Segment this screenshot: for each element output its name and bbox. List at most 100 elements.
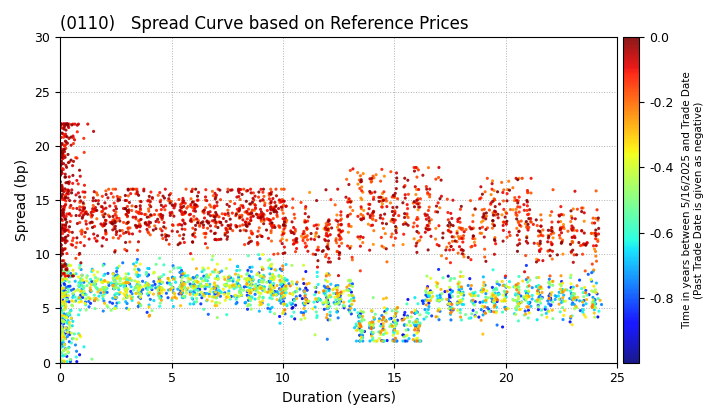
Point — [433, 306, 445, 312]
Point — [256, 273, 267, 279]
Point — [588, 242, 599, 249]
Point — [154, 277, 166, 284]
Point — [278, 289, 289, 296]
Point — [279, 186, 290, 192]
Point — [513, 286, 525, 293]
Point — [98, 289, 109, 296]
Point — [231, 299, 243, 306]
Point — [62, 267, 73, 274]
Point — [367, 210, 379, 216]
Point — [566, 249, 577, 256]
Point — [279, 275, 291, 282]
Point — [475, 306, 487, 313]
Point — [226, 283, 238, 290]
Point — [534, 298, 545, 304]
Point — [492, 215, 504, 221]
Point — [246, 210, 258, 216]
Point — [253, 251, 264, 258]
Point — [345, 199, 356, 205]
Point — [487, 178, 498, 184]
Point — [198, 230, 210, 237]
Point — [107, 295, 119, 302]
Point — [546, 241, 558, 247]
Point — [578, 297, 590, 304]
Point — [364, 201, 376, 208]
Point — [457, 273, 469, 280]
Point — [481, 297, 492, 303]
Point — [124, 239, 135, 245]
Point — [565, 284, 577, 291]
Point — [312, 264, 323, 270]
Point — [356, 336, 367, 342]
Point — [297, 295, 308, 302]
Point — [581, 240, 593, 247]
Point — [277, 215, 289, 222]
Point — [228, 276, 239, 282]
Point — [288, 230, 300, 237]
Point — [166, 211, 178, 218]
Point — [68, 134, 79, 141]
Point — [276, 310, 288, 317]
Point — [280, 283, 292, 289]
Point — [318, 306, 330, 313]
Point — [276, 207, 288, 213]
Point — [55, 213, 67, 219]
Point — [58, 320, 69, 327]
Point — [148, 278, 160, 285]
Point — [567, 284, 579, 291]
Point — [436, 193, 447, 199]
Point — [245, 276, 256, 283]
Point — [391, 175, 402, 181]
Point — [74, 199, 86, 206]
Point — [55, 290, 66, 297]
Point — [190, 186, 202, 192]
Point — [109, 295, 121, 302]
Point — [184, 301, 196, 307]
Point — [356, 178, 367, 185]
Point — [130, 222, 141, 229]
Point — [513, 289, 525, 296]
Point — [235, 186, 246, 193]
Point — [145, 212, 157, 219]
Point — [496, 212, 508, 218]
Point — [521, 202, 533, 209]
Point — [82, 211, 94, 218]
Point — [544, 247, 556, 254]
Point — [468, 290, 480, 297]
Point — [277, 278, 289, 285]
Point — [531, 297, 543, 303]
Point — [449, 275, 460, 282]
Point — [191, 295, 202, 302]
Point — [254, 212, 266, 218]
Point — [193, 283, 204, 290]
Point — [333, 227, 344, 234]
Point — [57, 302, 68, 309]
Point — [219, 281, 230, 288]
Point — [165, 212, 176, 219]
Point — [91, 207, 102, 214]
Point — [521, 218, 532, 225]
Point — [390, 306, 402, 312]
Point — [510, 284, 521, 290]
Point — [562, 228, 574, 235]
Point — [521, 276, 532, 283]
Point — [467, 212, 479, 218]
Point — [454, 273, 466, 280]
Point — [132, 287, 144, 294]
Point — [413, 167, 424, 173]
Point — [243, 210, 254, 217]
Point — [357, 170, 369, 177]
Point — [213, 290, 225, 297]
Point — [120, 298, 132, 305]
Point — [264, 270, 276, 277]
Point — [332, 289, 343, 296]
Point — [267, 272, 279, 278]
Point — [89, 297, 101, 304]
Point — [574, 277, 585, 284]
Point — [77, 291, 89, 298]
Point — [454, 300, 465, 307]
Point — [177, 197, 189, 204]
Point — [426, 295, 437, 302]
Point — [290, 302, 302, 309]
Point — [64, 312, 76, 318]
